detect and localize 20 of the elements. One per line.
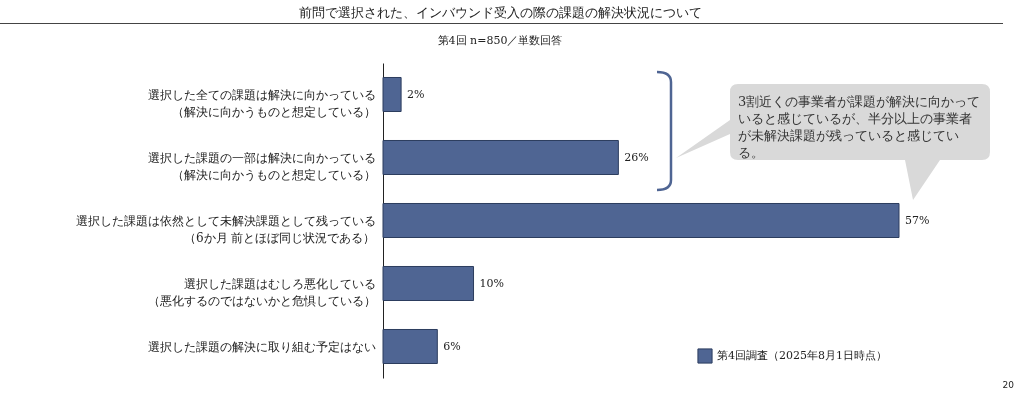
data-label: 2% [407,87,425,101]
y-tick-label: 選択した課題は依然として未解決課題として残っている（6か月 前とほぼ同じ状況である） [75,213,376,245]
bar [382,76,402,113]
y-tick-label: 選択した課題の一部は解決に向かっている（解決に向かうものと想定している） [147,150,376,182]
annotation: 3割近くの事業者が課題が解決に向かっていると感じているが、半分以上の事業者が未解決課題が残っていると感じている。 [738,93,982,161]
text: 20 [1002,380,1014,390]
y-tick-label: 選択した課題はむしろ悪化している（悪化するのではないかと危惧している） [147,276,376,308]
bar [382,202,900,239]
data-label: 26% [624,150,649,164]
y-tick-label: 選択した全ての課題は解決に向かっている（解決に向かうものと想定している） [147,87,376,119]
bar [382,265,475,302]
bar [382,139,619,176]
chart-title: 前問で選択された、インバウンド受入の際の課題の解決状況について [297,4,703,22]
legend-label: 第4回調査（2025年8月1日時点） [717,349,887,362]
bar [382,328,438,365]
data-label: 57% [905,213,930,227]
chart-subtitle: 第4回 n=850／単数回答 [436,33,564,48]
data-label: 10% [479,276,504,290]
data-label: 6% [443,339,461,353]
y-tick-label: 選択した課題の解決に取り組む予定はない [147,339,376,354]
